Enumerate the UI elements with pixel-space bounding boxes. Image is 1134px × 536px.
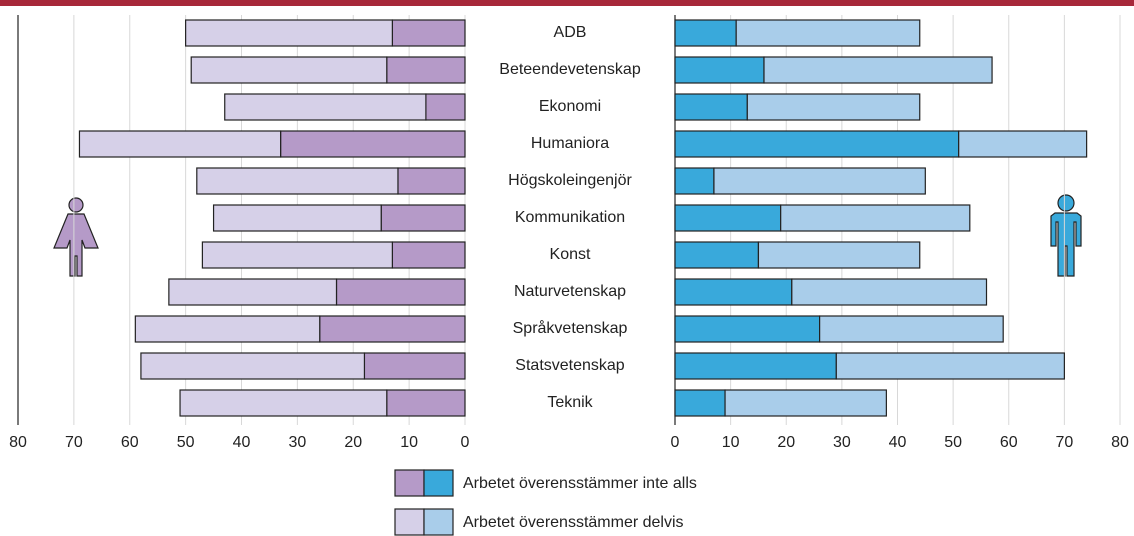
x-tick-label: 80	[1111, 434, 1129, 451]
bar-segment	[958, 130, 1088, 158]
bar-segment	[386, 56, 466, 84]
bar-segment	[674, 167, 715, 195]
bar-segment	[674, 352, 837, 380]
bar-segment	[391, 19, 466, 47]
bar-segment	[763, 56, 993, 84]
bar-segment	[363, 352, 466, 380]
bar-segment	[713, 167, 926, 195]
bar-segment	[196, 167, 399, 195]
bar-segment	[179, 389, 388, 417]
category-label: Kommunikation	[515, 209, 625, 226]
bar-segment	[224, 93, 427, 121]
legend-swatch	[423, 508, 454, 536]
bar-segment	[835, 352, 1065, 380]
bar-segment	[78, 130, 282, 158]
category-label: Naturvetenskap	[514, 283, 626, 300]
bar-segment	[140, 352, 366, 380]
legend-swatch	[394, 469, 425, 497]
bar-segment	[674, 93, 748, 121]
x-tick-label: 10	[722, 434, 740, 451]
bar-segment	[757, 241, 921, 269]
x-tick-label: 40	[233, 434, 251, 451]
bar-segment	[724, 389, 887, 417]
bar-segment	[674, 56, 765, 84]
x-tick-label: 60	[121, 434, 139, 451]
bar-segment	[134, 315, 321, 343]
bar-segment	[674, 241, 760, 269]
x-tick-label: 0	[671, 434, 680, 451]
bar-segment	[780, 204, 971, 232]
bar-segment	[386, 389, 466, 417]
bar-segment	[674, 130, 960, 158]
category-label: Statsvetenskap	[515, 357, 625, 374]
bar-segment	[397, 167, 466, 195]
bar-segment	[319, 315, 466, 343]
bar-segment	[190, 56, 388, 84]
bar-segment	[674, 204, 782, 232]
x-tick-label: 60	[1000, 434, 1018, 451]
bar-segment	[674, 389, 726, 417]
x-tick-label: 70	[1055, 434, 1073, 451]
category-label: Beteendevetenskap	[499, 61, 641, 78]
x-tick-label: 20	[777, 434, 795, 451]
x-tick-label: 20	[344, 434, 362, 451]
bar-segment	[168, 278, 338, 306]
bar-segment	[791, 278, 988, 306]
legend-label: Arbetet överensstämmer delvis	[463, 514, 684, 531]
x-tick-label: 40	[889, 434, 907, 451]
x-tick-label: 50	[944, 434, 962, 451]
top-rule	[0, 0, 1134, 6]
x-tick-label: 30	[288, 434, 306, 451]
category-label: Konst	[550, 246, 591, 263]
bar-segment	[335, 278, 466, 306]
bar-segment	[735, 19, 921, 47]
x-tick-label: 70	[65, 434, 83, 451]
bar-segment	[674, 19, 737, 47]
legend-label: Arbetet överensstämmer inte alls	[463, 475, 697, 492]
bar-segment	[380, 204, 466, 232]
category-label: Teknik	[547, 394, 593, 411]
category-label: Ekonomi	[539, 98, 601, 115]
x-tick-label: 0	[461, 434, 470, 451]
category-label: Språkvetenskap	[513, 319, 628, 337]
x-tick-label: 50	[177, 434, 195, 451]
bar-segment	[674, 278, 793, 306]
female-icon	[53, 197, 99, 277]
bar-segment	[185, 19, 393, 47]
male-icon	[1050, 194, 1082, 277]
category-label: ADB	[554, 24, 587, 41]
x-tick-label: 30	[833, 434, 851, 451]
legend-swatch	[423, 469, 454, 497]
bar-segment	[201, 241, 393, 269]
x-tick-label: 80	[9, 434, 27, 451]
category-label: Humaniora	[531, 135, 609, 152]
category-label: Högskoleingenjör	[508, 172, 632, 189]
bar-segment	[212, 204, 382, 232]
bar-segment	[819, 315, 1004, 343]
bar-segment	[280, 130, 466, 158]
bar-segment	[674, 315, 821, 343]
bar-segment	[746, 93, 921, 121]
bar-segment	[391, 241, 466, 269]
legend-swatch	[394, 508, 425, 536]
x-tick-label: 10	[400, 434, 418, 451]
bar-segment	[425, 93, 466, 121]
